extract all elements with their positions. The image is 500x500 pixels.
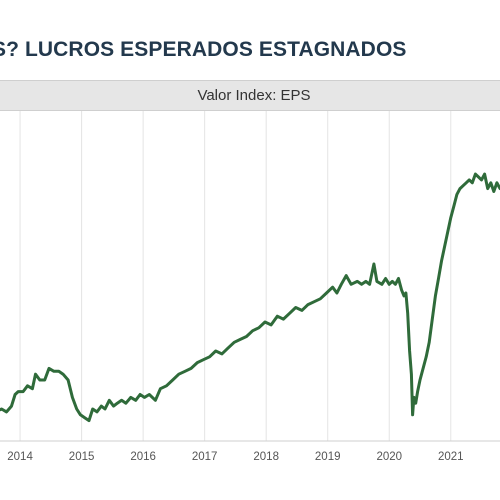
x-axis: 2014201520162017201820192020202120 <box>0 440 500 463</box>
x-tick-label: 2015 <box>69 451 95 463</box>
x-tick-label: 2019 <box>315 451 341 463</box>
series-layer <box>0 172 500 423</box>
x-tick-label: 2018 <box>253 451 279 463</box>
series-line-0 <box>0 172 500 423</box>
x-tick-label: 2014 <box>7 451 33 463</box>
gridlines <box>19 111 452 441</box>
chart-title: S? LUCROS ESPERADOS ESTAGNADOS <box>0 38 407 61</box>
x-tick-label: 2021 <box>438 451 464 463</box>
x-tick-label: 2017 <box>192 451 218 463</box>
facet-header: Valor Index: EPS <box>0 80 500 111</box>
x-tick-label: 2020 <box>376 451 402 463</box>
x-tick-label: 2016 <box>130 451 156 463</box>
facet-label: Valor Index: EPS <box>197 87 311 104</box>
